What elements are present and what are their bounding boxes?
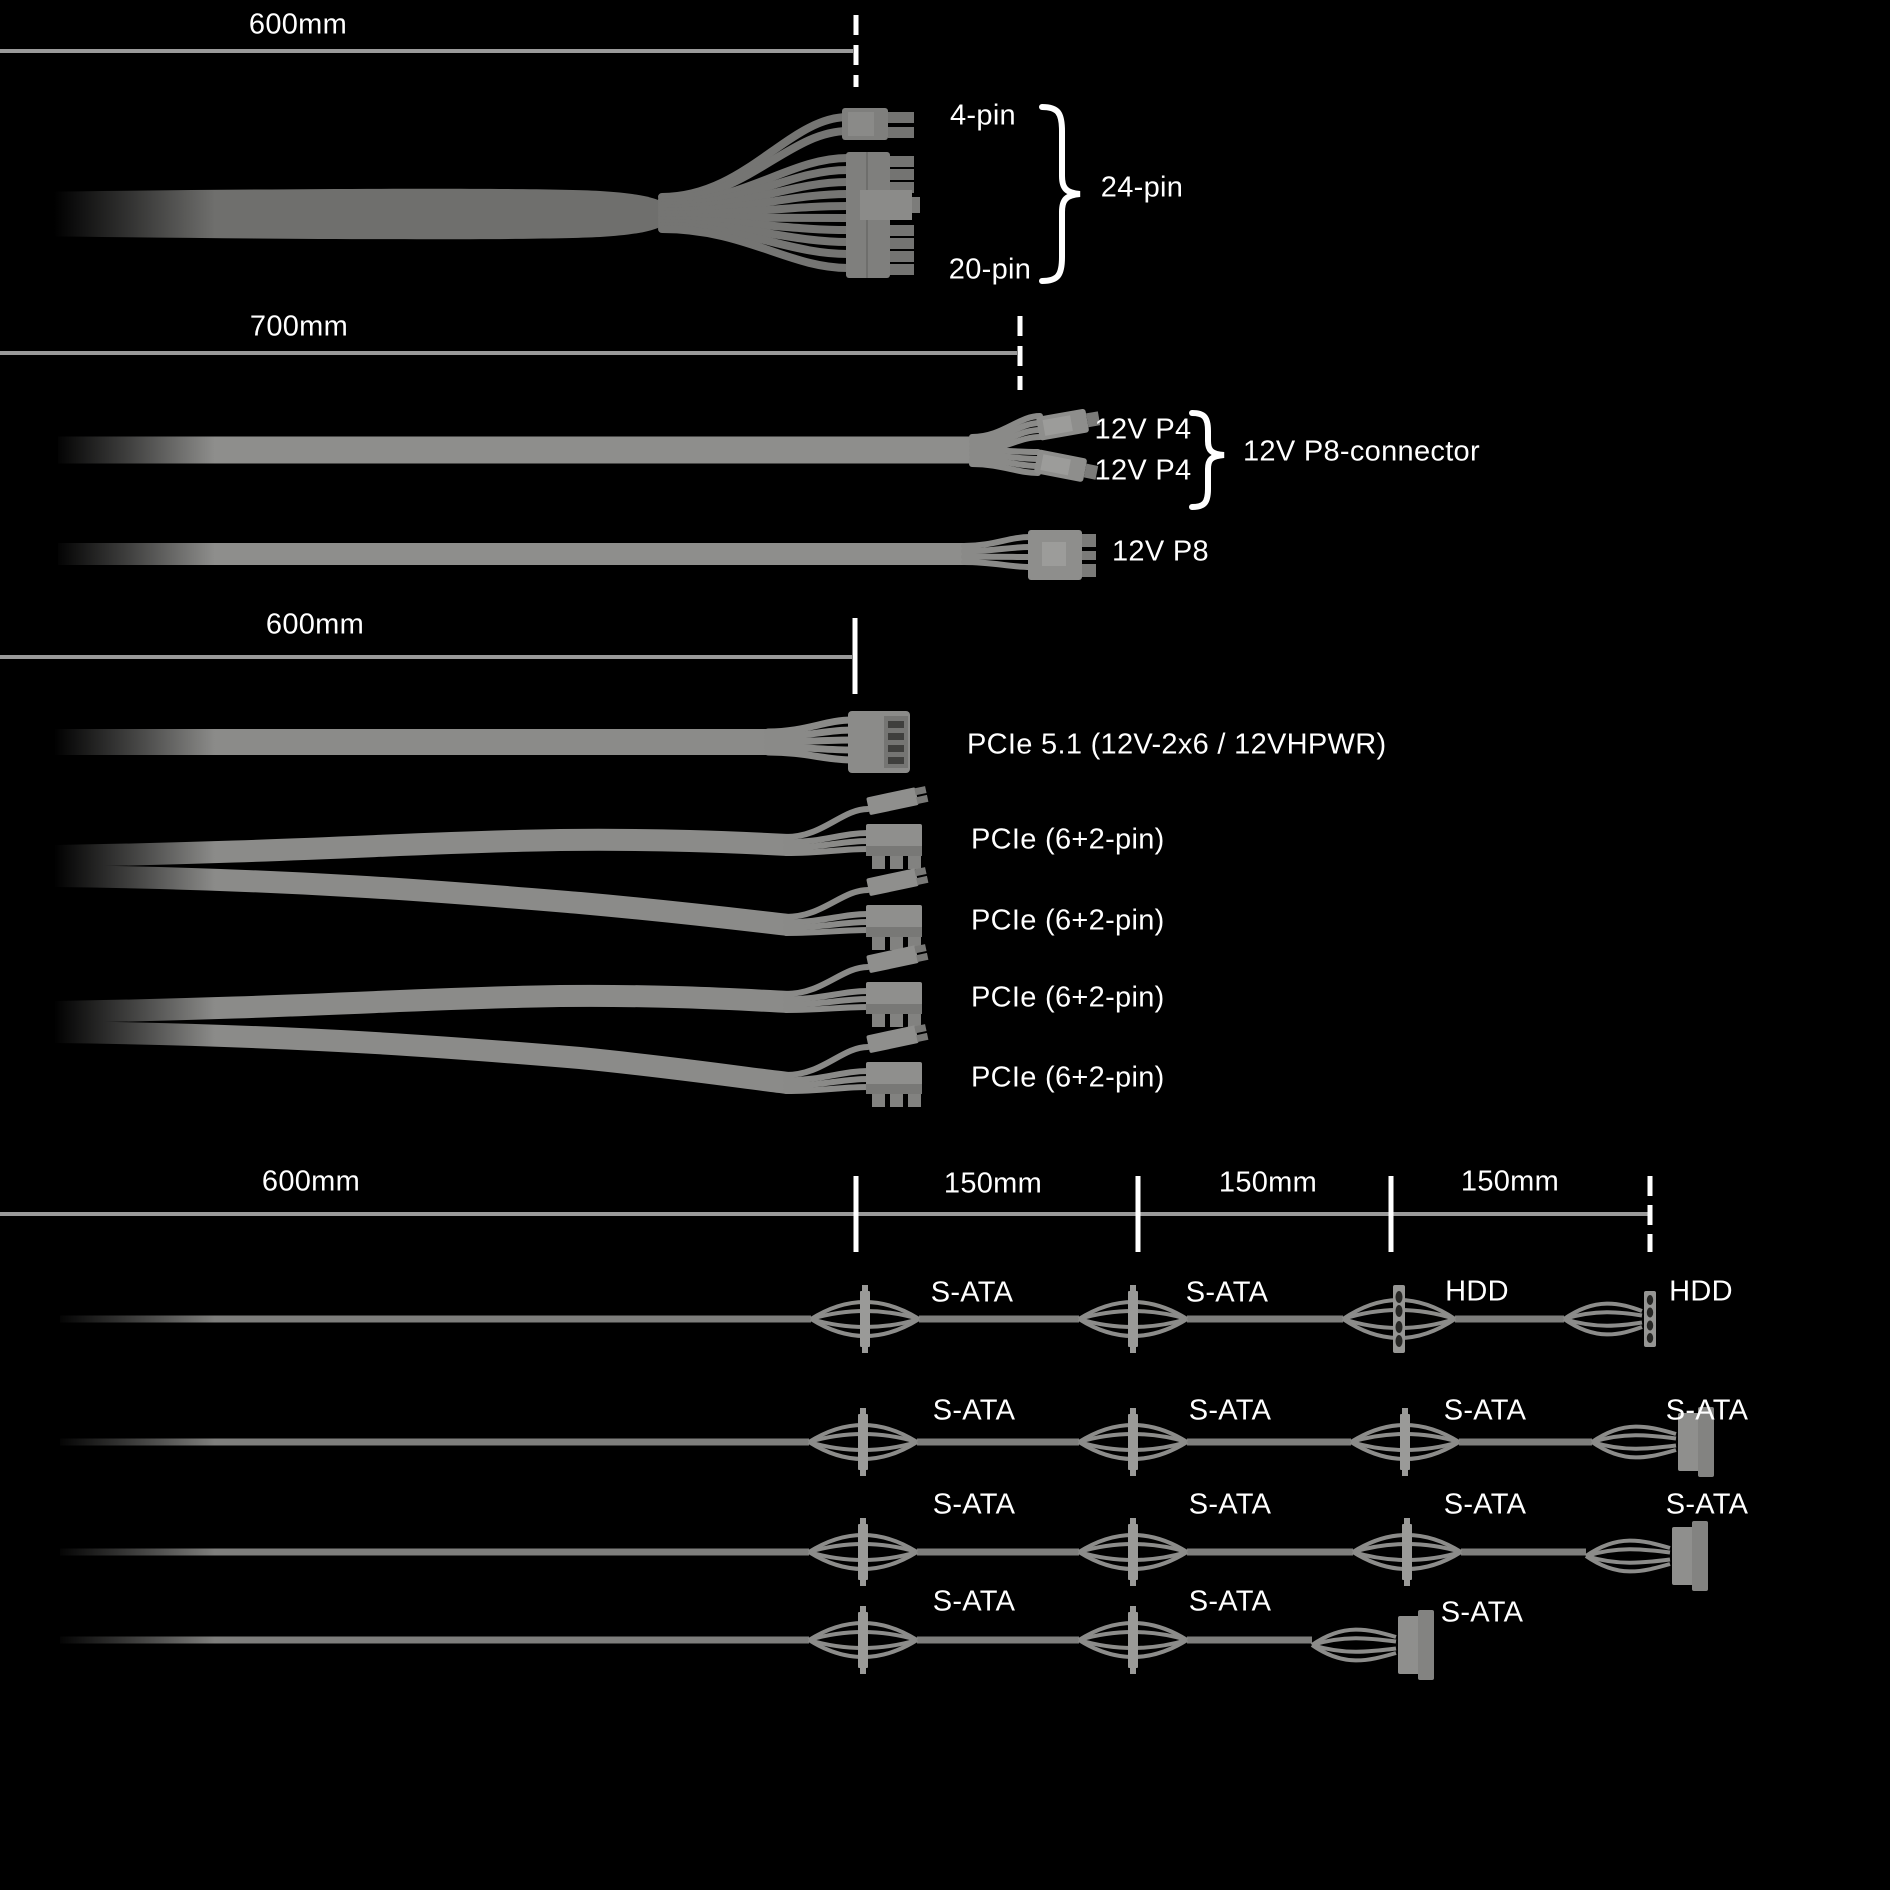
- pcie62-cable-3: [54, 984, 789, 1023]
- cables-layer: [28, 188, 1714, 1680]
- atx-4pin-connector: [842, 108, 914, 140]
- ruler-label-150mm-2: 150mm: [1218, 1166, 1318, 1199]
- sata-chains: [60, 1285, 1714, 1680]
- label-row4-sata-1: S-ATA: [932, 1585, 1016, 1618]
- label-pcie5: PCIe 5.1 (12V-2x6 / 12VHPWR): [967, 728, 1387, 761]
- label-4pin: 4-pin: [950, 99, 1016, 132]
- label-row2-sata-4: S-ATA: [1665, 1394, 1749, 1427]
- label-12v-p8-connector: 12V P8-connector: [1243, 435, 1480, 468]
- label-row4-sata-3: S-ATA: [1440, 1596, 1524, 1629]
- label-pcie62-3: PCIe (6+2-pin): [971, 981, 1165, 1014]
- pcie5-connector: [848, 711, 910, 773]
- ruler-label-150mm-1: 150mm: [943, 1167, 1043, 1200]
- ruler-label-pcie: 600mm: [265, 608, 365, 641]
- label-row3-sata-2: S-ATA: [1188, 1488, 1272, 1521]
- label-row2-sata-2: S-ATA: [1188, 1394, 1272, 1427]
- label-24pin: 24-pin: [1100, 171, 1184, 204]
- cpu-p4-connector-bottom: [1034, 449, 1099, 482]
- label-row2-sata-1: S-ATA: [932, 1394, 1016, 1427]
- ruler-label-150mm-3: 150mm: [1460, 1165, 1560, 1198]
- wire-fans: [658, 113, 1043, 764]
- pcie62-cable-4: [54, 1021, 790, 1094]
- label-12v-p4-top: 12V P4: [1094, 413, 1192, 446]
- atx-20pin-connector: [846, 152, 920, 278]
- ruler-label-cpu: 700mm: [249, 310, 349, 343]
- connectors-layer: [783, 108, 1101, 1107]
- label-12v-p4-bottom: 12V P4: [1094, 454, 1192, 487]
- cpu-p4-connector-top: [1036, 408, 1101, 441]
- ruler-label-sata: 600mm: [261, 1165, 361, 1198]
- label-row3-sata-3: S-ATA: [1443, 1488, 1527, 1521]
- left-fade: [0, 0, 215, 1890]
- brace-24pin: [1039, 104, 1081, 284]
- ruler-label-atx: 600mm: [248, 8, 348, 41]
- label-row1-sata-2: S-ATA: [1185, 1276, 1269, 1309]
- label-row3-sata-1: S-ATA: [932, 1488, 1016, 1521]
- label-row2-sata-3: S-ATA: [1443, 1394, 1527, 1427]
- cpu-p8-connector: [1028, 530, 1096, 580]
- label-12v-p8: 12V P8: [1112, 535, 1209, 568]
- label-pcie62-4: PCIe (6+2-pin): [971, 1061, 1165, 1094]
- measurement-rulers: [0, 15, 1653, 1252]
- label-pcie62-1: PCIe (6+2-pin): [971, 823, 1165, 856]
- label-20pin: 20-pin: [948, 253, 1032, 286]
- label-pcie62-2: PCIe (6+2-pin): [971, 904, 1165, 937]
- label-row1-hdd-1: HDD: [1445, 1275, 1509, 1308]
- pcie62-connectors: [783, 786, 929, 1107]
- pcie62-cable-2: [54, 865, 790, 936]
- braces: [1039, 104, 1225, 510]
- pcie62-cable-1: [54, 828, 789, 867]
- label-row3-sata-4: S-ATA: [1665, 1488, 1749, 1521]
- label-row1-hdd-2: HDD: [1669, 1275, 1733, 1308]
- label-row1-sata-1: S-ATA: [930, 1276, 1014, 1309]
- brace-12vp8: [1189, 410, 1225, 510]
- label-row4-sata-2: S-ATA: [1188, 1585, 1272, 1618]
